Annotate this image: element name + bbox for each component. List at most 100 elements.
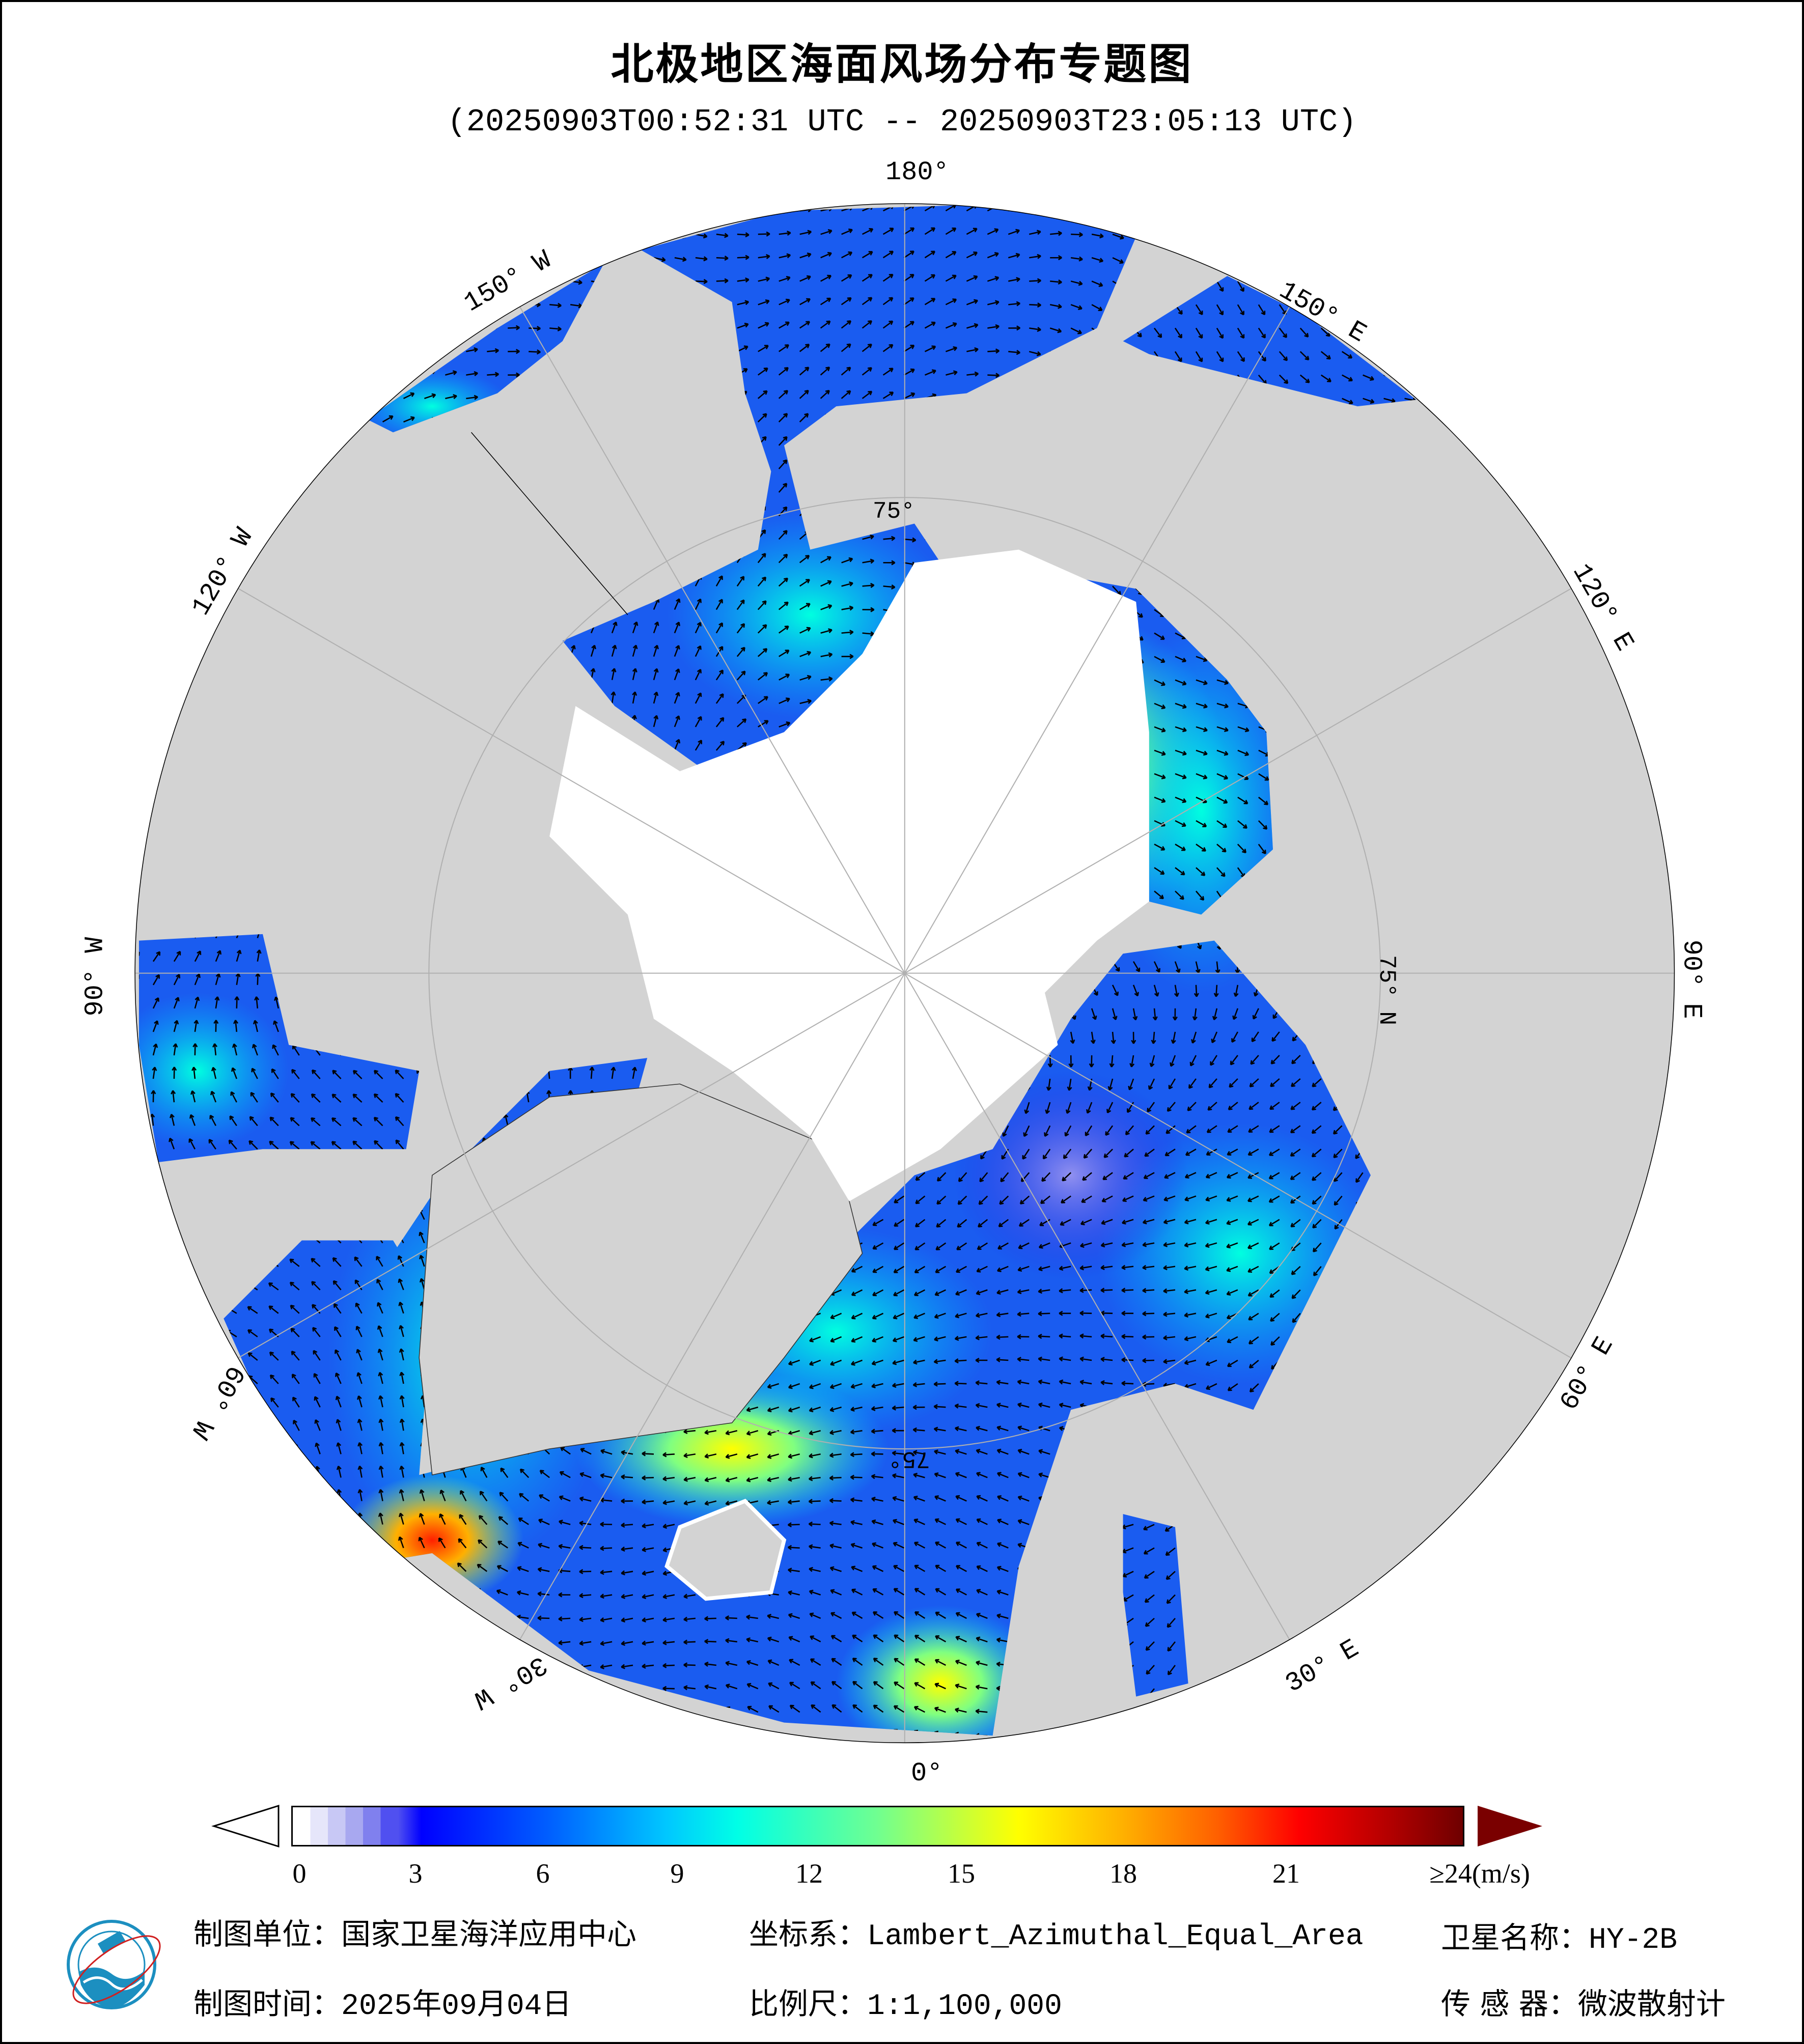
wind-arrow [1373, 1641, 1384, 1649]
wind-arrow [778, 459, 788, 469]
wind-arrow [1175, 890, 1184, 900]
wind-arrow [820, 229, 832, 235]
wind-arrow [1665, 1525, 1676, 1530]
wind-arrow [1413, 1664, 1417, 1671]
wind-arrow [841, 251, 853, 259]
wind-arrow [1634, 445, 1639, 457]
wind-arrow [127, 1701, 132, 1712]
wind-arrow [1129, 1055, 1135, 1068]
wind-arrow [1544, 1407, 1550, 1417]
wind-arrow [1148, 1078, 1155, 1090]
wind-arrow [1237, 351, 1245, 362]
wind-arrow [1676, 867, 1682, 878]
wind-arrow [1667, 1642, 1676, 1649]
wind-arrow [354, 1678, 363, 1689]
wind-arrow [1279, 257, 1286, 269]
wind-arrow [319, 340, 326, 352]
wind-arrow [1372, 1688, 1384, 1695]
wind-arrow [273, 1700, 279, 1713]
wind-arrow [778, 530, 788, 540]
wind-arrow [1233, 985, 1239, 997]
wind-arrow [674, 692, 680, 704]
wind-arrow [1151, 1031, 1156, 1044]
wind-arrow [1446, 351, 1458, 355]
wind-arrow [1563, 1431, 1571, 1439]
wind-arrow [272, 1724, 279, 1736]
wind-arrow [1521, 1477, 1530, 1485]
wind-arrow [232, 1606, 238, 1619]
wind-arrow [1673, 516, 1677, 527]
wind-arrow [1050, 279, 1062, 285]
wind-arrow [632, 691, 637, 704]
wind-arrow [1154, 703, 1166, 709]
wind-arrow [1111, 1031, 1116, 1044]
wind-arrow [361, 318, 370, 329]
wind-arrow [695, 692, 702, 704]
wind-arrow [433, 1683, 446, 1690]
wind-arrow [1613, 304, 1624, 310]
wind-arrow [152, 763, 160, 774]
wind-arrow [454, 1708, 466, 1714]
wind-arrow [1270, 1712, 1280, 1721]
wind-arrow [1270, 1078, 1280, 1087]
wind-arrow [1652, 539, 1656, 551]
wind-arrow [1613, 258, 1624, 262]
wind-arrow [1655, 258, 1666, 263]
wind-arrow [123, 1306, 132, 1313]
wind-arrow [1008, 253, 1020, 259]
wind-arrow [172, 457, 177, 469]
wind-arrow [1550, 257, 1562, 261]
wind-arrow [215, 480, 220, 493]
wind-arrow [778, 413, 788, 423]
wind-arrow [1363, 398, 1375, 404]
wind-arrow [653, 715, 659, 727]
wind-arrow [1540, 1525, 1550, 1530]
wind-arrow [1674, 704, 1678, 715]
wind-arrow [1634, 258, 1645, 263]
wind-arrow [173, 293, 180, 305]
wind-arrow [173, 363, 178, 375]
wind-arrow [250, 1091, 258, 1103]
wind-arrow [1070, 304, 1083, 311]
wind-arrow [758, 345, 769, 352]
wind-arrow [883, 560, 896, 566]
wind-arrow [214, 457, 220, 469]
wind-arrow [173, 668, 180, 681]
wind-arrow [1279, 327, 1287, 339]
wind-arrow [1518, 1735, 1530, 1739]
wind-arrow [1154, 796, 1166, 803]
wind-arrow [1383, 327, 1395, 334]
colorbar-tick: 18 [1109, 1858, 1137, 1889]
wind-arrow [1629, 1267, 1634, 1278]
wind-arrow [445, 274, 456, 282]
wind-arrow [1509, 211, 1520, 215]
wind-arrow [277, 246, 284, 258]
wind-arrow [1634, 399, 1640, 408]
wind-arrow [779, 697, 790, 704]
wind-arrow [277, 316, 283, 328]
wind-arrow [1509, 445, 1519, 451]
wind-arrow [1413, 1688, 1417, 1694]
wind-arrow [1446, 234, 1457, 240]
wind-arrow [172, 1067, 177, 1079]
wind-arrow [841, 581, 853, 587]
wind-arrow [138, 810, 140, 821]
wind-arrow [882, 368, 894, 376]
wind-arrow [1592, 352, 1602, 357]
wind-arrow [165, 1234, 175, 1244]
wind-arrow [779, 344, 789, 352]
wind-arrow [882, 344, 894, 352]
wind-arrow [336, 1583, 342, 1595]
wind-arrow [841, 605, 854, 611]
wind-arrow [466, 371, 478, 376]
wind-arrow [1499, 1525, 1509, 1531]
wind-arrow [130, 504, 134, 516]
wind-arrow [1655, 211, 1666, 215]
wind-arrow [152, 340, 158, 352]
wind-arrow [193, 386, 199, 399]
wind-arrow [382, 271, 390, 282]
wind-arrow [189, 1654, 196, 1666]
wind-arrow [403, 392, 415, 399]
wind-arrow [215, 973, 221, 986]
wind-arrow [1070, 327, 1082, 334]
